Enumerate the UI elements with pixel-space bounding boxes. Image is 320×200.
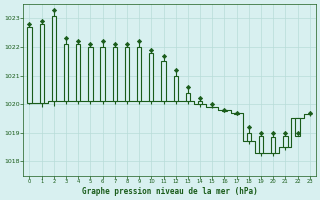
Bar — [283, 136, 287, 147]
Bar — [40, 24, 44, 103]
Bar — [161, 61, 166, 101]
Bar — [186, 93, 190, 101]
Bar — [259, 136, 263, 153]
Bar — [113, 47, 117, 101]
Bar — [222, 110, 227, 111]
Bar — [27, 27, 32, 103]
Bar — [76, 44, 80, 101]
Bar — [173, 76, 178, 101]
Bar — [198, 101, 202, 104]
Bar — [295, 118, 300, 136]
Bar — [125, 47, 129, 101]
Bar — [88, 47, 92, 101]
Bar — [137, 47, 141, 101]
Bar — [247, 133, 251, 141]
Bar — [271, 137, 275, 153]
Bar — [64, 44, 68, 101]
X-axis label: Graphe pression niveau de la mer (hPa): Graphe pression niveau de la mer (hPa) — [82, 187, 258, 196]
Bar — [149, 53, 154, 101]
Bar — [235, 113, 239, 114]
Bar — [100, 47, 105, 101]
Bar — [52, 16, 56, 101]
